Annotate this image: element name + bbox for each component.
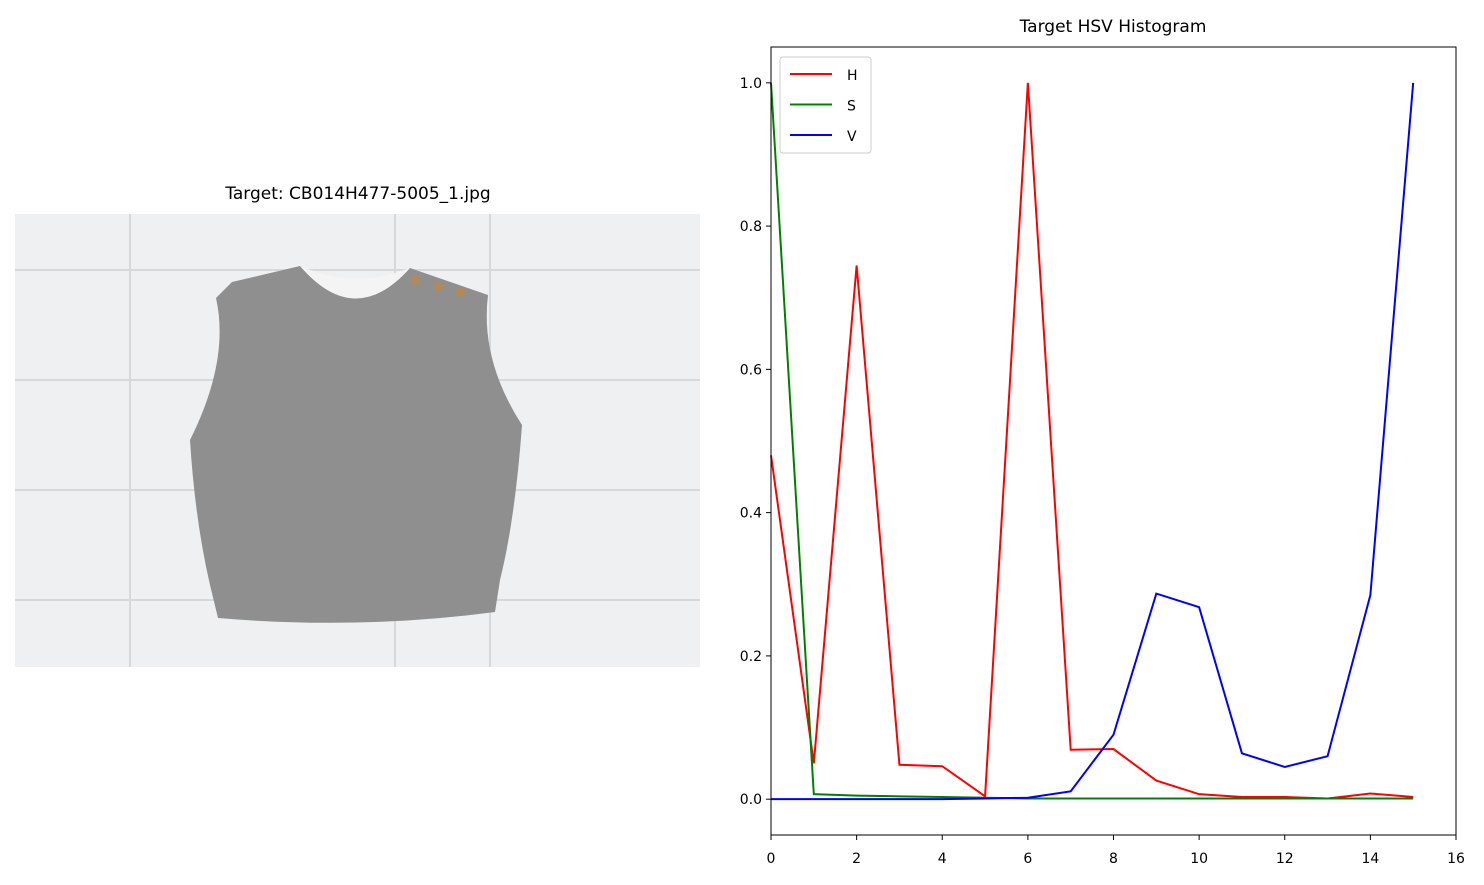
chart-title: Target HSV Histogram [1019, 17, 1207, 37]
x-tick-label: 4 [938, 851, 947, 867]
x-tick-label: 8 [1109, 851, 1118, 867]
y-tick-label: 1.0 [740, 76, 762, 92]
y-tick-label: 0.6 [740, 362, 762, 378]
legend-label: S [847, 99, 856, 115]
line [770, 82, 1414, 800]
x-tick-label: 2 [852, 851, 861, 867]
legend-label: H [847, 68, 858, 84]
photo [15, 214, 700, 667]
legend-label: V [847, 129, 857, 145]
y-tick-label: 0.0 [740, 792, 762, 808]
line [770, 82, 1414, 800]
x-tick-label: 0 [767, 851, 776, 867]
plot-frame [770, 46, 1457, 836]
x-tick-label: 10 [1190, 851, 1208, 867]
x-tick-label: 16 [1447, 851, 1465, 867]
line [771, 82, 1415, 801]
x-tick-label: 6 [1023, 851, 1032, 867]
x-tick-label: 12 [1276, 851, 1294, 867]
y-tick-label: 0.4 [740, 506, 762, 522]
y-tick-label: 0.2 [740, 649, 762, 665]
x-tick-label: 14 [1361, 851, 1379, 867]
y-tick-label: 0.8 [740, 219, 762, 235]
image-title: Target: CB014H477-5005_1.jpg [224, 184, 490, 204]
